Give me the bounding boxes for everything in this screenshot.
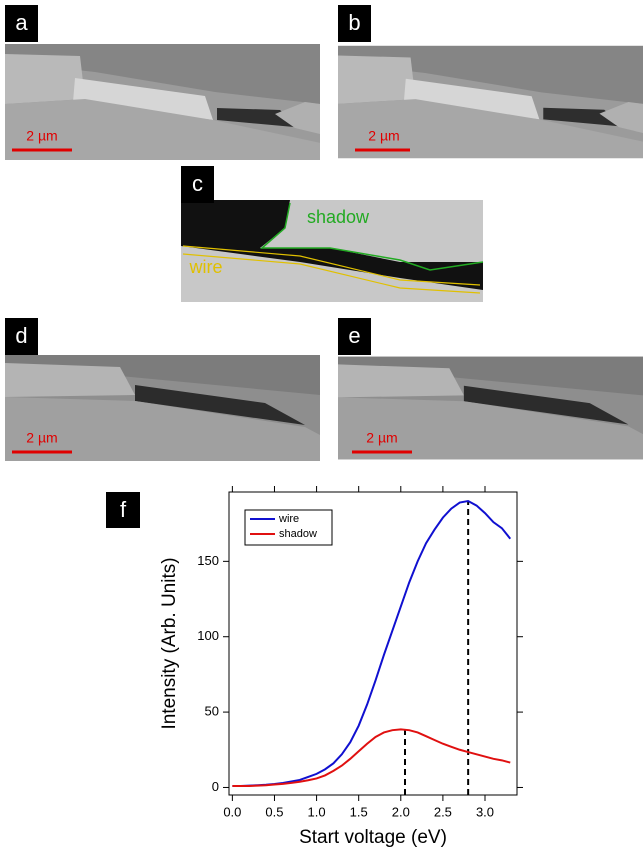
- annotation: wire: [188, 257, 222, 277]
- scale-bar-label: 2 µm: [26, 128, 57, 144]
- panel-label: d: [15, 323, 27, 348]
- chart: f 0.0 0.5 1.0 1.5 2.0 2.5 3.0 0 50 100 150 Start vol…: [106, 486, 523, 848]
- plot-frame: [228, 491, 518, 796]
- x-tick-label: 0.5: [265, 804, 283, 819]
- x-tick-label: 1.0: [308, 804, 326, 819]
- x-tick-label: 0.0: [223, 804, 241, 819]
- panel-label-box: [5, 318, 38, 355]
- panel-label: e: [348, 323, 360, 348]
- legend-box: [244, 509, 333, 546]
- x-tick-label: 1.5: [350, 804, 368, 819]
- micrograph: [181, 200, 484, 302]
- y-tick-label: 0: [212, 779, 219, 794]
- panel-label: b: [348, 10, 360, 35]
- panel-annotations: a 2 µm b 2 µm c shadow wire d 2 µm e 2 µm: [5, 5, 412, 454]
- scale-bar-label: 2 µm: [366, 430, 397, 446]
- panel-label: a: [15, 10, 28, 35]
- x-tick-label: 2.0: [392, 804, 410, 819]
- scale-bar-label: 2 µm: [26, 430, 57, 446]
- annotation: shadow: [307, 207, 370, 227]
- panel-label-box: [5, 5, 38, 42]
- panel-label: f: [120, 497, 127, 522]
- series-line: [232, 728, 511, 787]
- legend-label: wire: [278, 513, 299, 525]
- y-tick-label: 100: [197, 628, 219, 643]
- y-axis-title: Intensity (Arb. Units): [159, 557, 180, 729]
- panel-label: c: [192, 171, 203, 196]
- panel-label-box: [338, 5, 371, 42]
- scale-bar-label: 2 µm: [368, 128, 399, 144]
- x-tick-label: 3.0: [476, 804, 494, 819]
- panel-label-box: [181, 166, 214, 203]
- y-tick-label: 150: [197, 553, 219, 568]
- legend-label: shadow: [279, 528, 317, 540]
- y-tick-label: 50: [205, 704, 219, 719]
- panel-label-box: [106, 492, 140, 528]
- panel-label-box: [338, 318, 371, 355]
- x-axis-title: Start voltage (eV): [299, 827, 447, 848]
- x-tick-label: 2.5: [434, 804, 452, 819]
